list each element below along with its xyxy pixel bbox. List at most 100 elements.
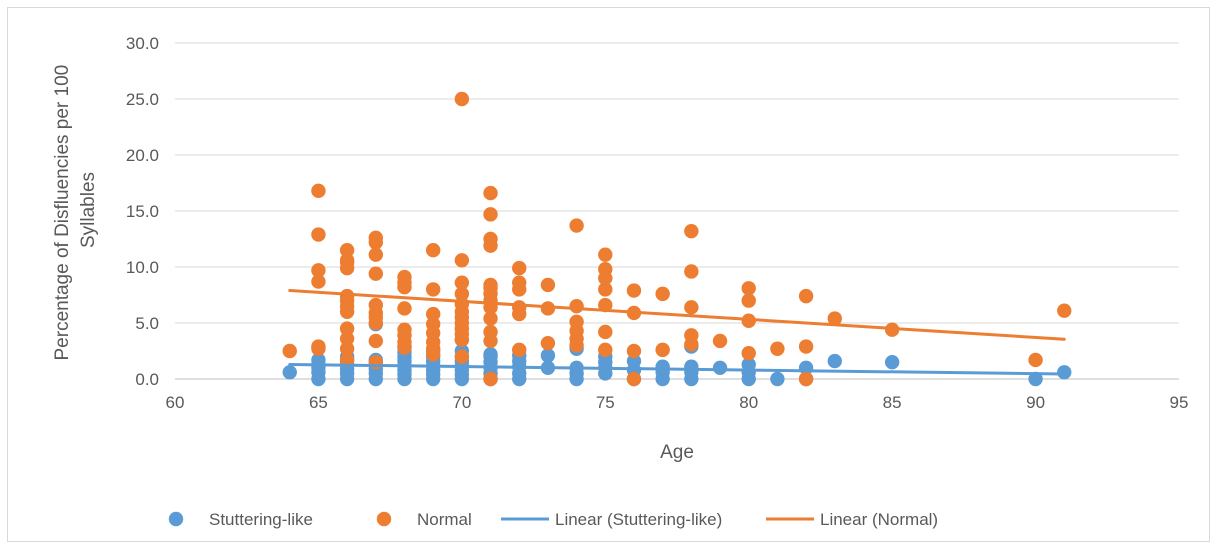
- normal-point: [339, 341, 355, 356]
- x-tick-label: 85: [883, 393, 902, 412]
- normal-point: [282, 343, 297, 359]
- normal-point: [339, 288, 355, 304]
- normal-point: [425, 282, 441, 297]
- x-tick-label: 75: [596, 393, 615, 412]
- normal-point: [798, 371, 814, 387]
- stuttering-like-point: [483, 347, 498, 362]
- stuttering-like-point: [540, 348, 556, 363]
- normal-point: [483, 311, 498, 326]
- normal-point: [483, 324, 498, 340]
- y-tick-label: 25.0: [126, 90, 159, 109]
- stuttering-like-point: [282, 365, 297, 380]
- x-tick-label: 60: [166, 393, 185, 412]
- legend-linear-stuttering-like-label: Linear (Stuttering-like): [555, 510, 722, 529]
- linear-normal-trendline: [288, 289, 1066, 341]
- stuttering-like-point: [770, 371, 785, 387]
- normal-point: [569, 218, 584, 233]
- normal-point: [1028, 352, 1043, 368]
- normal-point: [425, 306, 441, 322]
- normal-point: [311, 339, 326, 354]
- x-tick-label: 95: [1170, 393, 1189, 412]
- normal-point: [512, 275, 527, 290]
- normal-point: [540, 301, 556, 316]
- normal-point: [368, 355, 383, 370]
- y-tick-label: 10.0: [126, 258, 159, 277]
- legend-linear-normal-label: Linear (Normal): [820, 510, 938, 529]
- stuttering-like-point: [655, 359, 670, 374]
- normal-point: [368, 333, 383, 349]
- normal-point: [684, 300, 699, 315]
- normal-point: [684, 328, 699, 343]
- normal-point: [569, 314, 584, 330]
- normal-point: [311, 274, 326, 289]
- normal-point: [598, 282, 613, 297]
- x-tick-label: 90: [1026, 393, 1045, 412]
- normal-point: [655, 286, 670, 302]
- normal-point: [483, 371, 498, 387]
- stuttering-like-point: [1028, 371, 1043, 387]
- x-axis-title: Age: [660, 442, 694, 463]
- normal-point: [512, 260, 527, 276]
- normal-point: [339, 321, 355, 336]
- normal-point: [311, 183, 326, 199]
- normal-point: [798, 339, 814, 354]
- normal-point: [425, 316, 441, 332]
- normal-point: [397, 322, 412, 337]
- linear-stuttering-like-trendline: [288, 362, 1066, 376]
- normal-point: [339, 243, 355, 258]
- y-axis-ticks: 0.0 5.0 10.0 15.0 20.0 25.0 30.0: [126, 34, 159, 389]
- normal-point: [684, 223, 699, 239]
- normal-point: [770, 341, 785, 356]
- normal-point: [483, 185, 498, 201]
- y-tick-label: 15.0: [126, 202, 159, 221]
- y-axis-title-line-2: Syllables: [78, 172, 99, 248]
- normal-point: [741, 293, 756, 308]
- normal-point: [741, 346, 756, 361]
- gridlines: [175, 42, 1179, 380]
- normal-point: [425, 243, 441, 258]
- normal-point: [798, 288, 814, 304]
- y-axis-title-line-1: Percentage of Disfluencies per 100: [52, 65, 73, 361]
- normal-point: [684, 264, 699, 279]
- normal-point: [454, 253, 470, 268]
- y-tick-label: 20.0: [126, 146, 159, 165]
- normal-point: [512, 300, 527, 315]
- normal-point: [626, 343, 642, 359]
- stuttering-like-point: [827, 353, 842, 369]
- normal-point: [368, 297, 383, 313]
- normal-point: [368, 266, 383, 281]
- normal-point: [712, 333, 728, 349]
- normal-point: [397, 269, 412, 285]
- normal-point: [512, 342, 527, 358]
- legend-normal-label: Normal: [417, 510, 472, 529]
- data-points: [282, 91, 1072, 387]
- stuttering-like-point: [884, 355, 900, 370]
- normal-point: [741, 281, 756, 296]
- y-tick-label: 0.0: [135, 370, 159, 389]
- normal-point: [368, 230, 383, 246]
- normal-point: [827, 311, 842, 326]
- normal-point: [598, 262, 613, 277]
- normal-point: [339, 331, 355, 346]
- x-tick-label: 70: [452, 393, 471, 412]
- normal-point: [311, 227, 326, 242]
- legend: Stuttering-like Normal Linear (Stuttering-…: [168, 510, 938, 529]
- legend-stuttering-like-label: Stuttering-like: [209, 510, 313, 529]
- x-tick-label: 80: [739, 393, 758, 412]
- trendlines: [288, 289, 1066, 376]
- normal-point: [397, 301, 412, 316]
- x-tick-label: 65: [309, 393, 328, 412]
- normal-point: [483, 207, 498, 222]
- normal-point: [368, 247, 383, 262]
- normal-point: [569, 299, 584, 314]
- normal-point: [454, 286, 470, 302]
- normal-point: [598, 324, 613, 340]
- normal-point: [598, 342, 613, 358]
- normal-point: [339, 253, 355, 268]
- y-axis-title: Percentage of Disfluencies per 100 Sylla…: [52, 59, 99, 360]
- normal-point: [655, 342, 670, 358]
- normal-point: [311, 263, 326, 278]
- normal-point: [540, 277, 556, 293]
- normal-point: [454, 349, 470, 364]
- normal-point: [540, 335, 556, 351]
